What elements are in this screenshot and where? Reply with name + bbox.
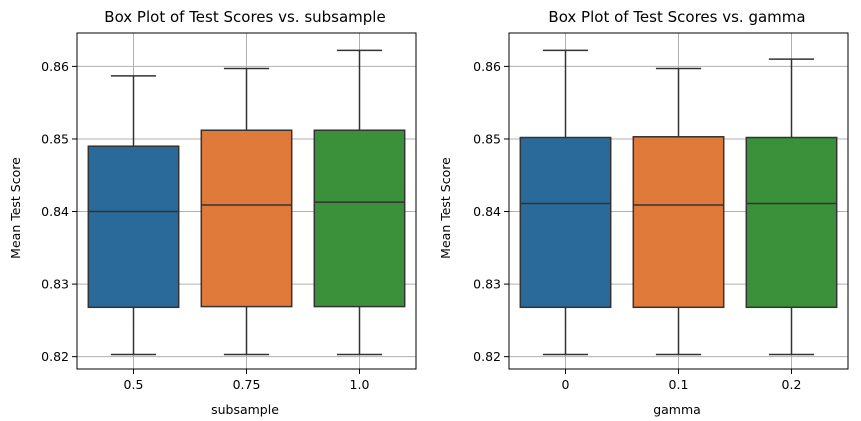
chart-title-gamma: Box Plot of Test Scores vs. gamma	[548, 8, 805, 26]
y-axis-label-subsample: Mean Test Score	[8, 157, 23, 259]
box-body	[632, 136, 725, 309]
y-tick-label: 0.85	[41, 131, 69, 146]
box-body	[313, 129, 406, 308]
x-axis-label-gamma: gamma	[653, 402, 701, 417]
box-gamma-0.2	[745, 58, 838, 356]
y-tick-label: 0.85	[473, 131, 501, 146]
y-tick-label: 0.82	[41, 349, 69, 364]
y-axis-label-gamma: Mean Test Score	[438, 157, 453, 259]
x-tick-label: 0.2	[782, 377, 802, 392]
y-tick-label: 0.86	[41, 59, 69, 74]
plot-area-subsample: 0.82 0.83 0.84 0.85 0.86 0.5 0.75 1.0	[41, 32, 417, 392]
x-tick-label: 1.0	[350, 377, 370, 392]
box-subsample-0.75	[200, 67, 293, 356]
plot-area-gamma: 0.82 0.83 0.84 0.85 0.86 0 0.1 0.2	[473, 32, 849, 392]
box-body	[87, 145, 180, 309]
y-tick-label: 0.83	[473, 277, 501, 292]
y-tick-label: 0.83	[41, 277, 69, 292]
y-tick-label: 0.86	[473, 59, 501, 74]
x-tick-label: 0.1	[669, 377, 689, 392]
y-tick-label: 0.84	[41, 204, 69, 219]
box-subsample-1.0	[313, 49, 406, 356]
x-tick-label: 0.75	[233, 377, 261, 392]
box-body	[519, 136, 612, 309]
box-body	[200, 129, 293, 308]
x-axis-label-subsample: subsample	[211, 402, 279, 417]
box-body	[745, 136, 838, 309]
chart-gamma: Box Plot of Test Scores vs. gamma 0.820.…	[438, 8, 849, 417]
x-tick-label: 0.5	[124, 377, 144, 392]
chart-subsample: Box Plot of Test Scores vs. subsample 0.…	[8, 8, 417, 417]
box-gamma-0	[519, 49, 612, 356]
chart-title-subsample: Box Plot of Test Scores vs. subsample	[104, 8, 385, 26]
box-subsample-0.5	[87, 75, 180, 356]
box-gamma-0.1	[632, 67, 725, 356]
y-tick-label: 0.84	[473, 204, 501, 219]
y-tick-label: 0.82	[473, 349, 501, 364]
x-tick-label: 0	[562, 377, 570, 392]
